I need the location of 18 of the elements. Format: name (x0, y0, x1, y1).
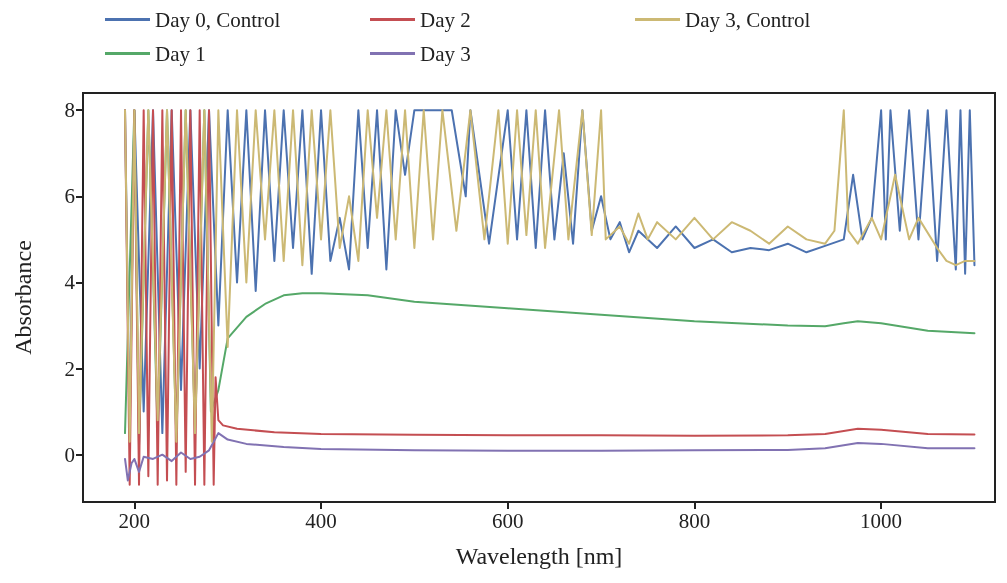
x-tick-label: 800 (678, 508, 711, 533)
line-series (124, 432, 976, 482)
x-tick-label: 600 (491, 508, 524, 533)
y-tick-label: 4 (64, 270, 76, 295)
x-axis-title: Wavelength [nm] (455, 543, 623, 569)
legend-label: Day 3 (420, 41, 471, 66)
y-tick-label: 0 (64, 442, 75, 467)
y-tick-label: 6 (64, 184, 75, 209)
x-tick-label: 400 (305, 508, 337, 533)
legend-label: Day 1 (155, 41, 206, 66)
x-tick-label: 200 (118, 508, 151, 533)
y-tick-label: 8 (64, 98, 75, 123)
legend-label: Day 3, Control (685, 7, 811, 32)
x-tick-label: 1000 (860, 508, 903, 533)
y-axis-title: Absorbance (10, 240, 36, 355)
y-tick-label: 2 (64, 356, 75, 381)
legend-label: Day 0, Control (155, 7, 281, 32)
legend-label: Day 2 (420, 7, 471, 32)
